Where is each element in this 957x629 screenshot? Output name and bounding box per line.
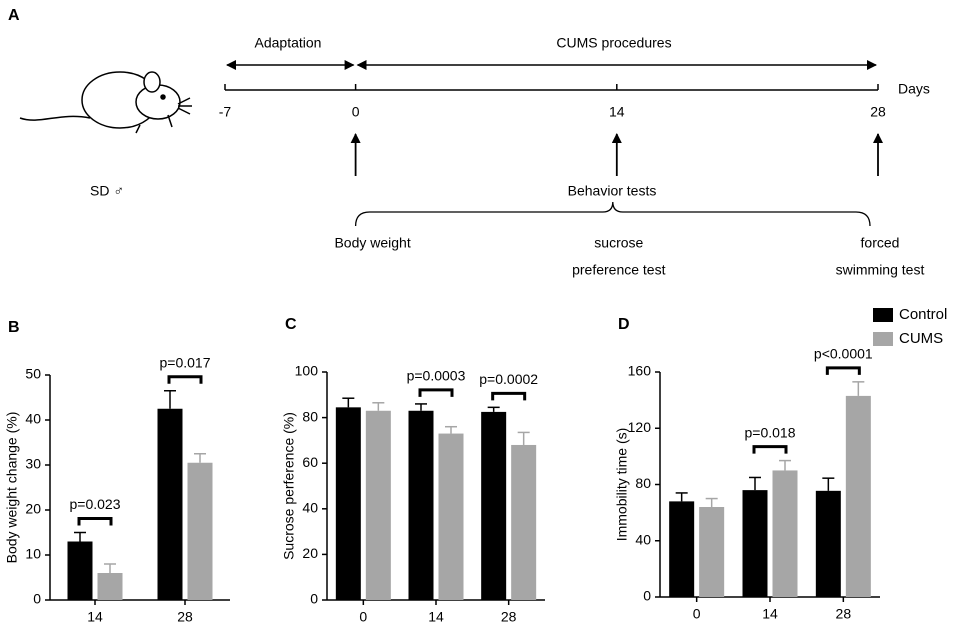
bar bbox=[742, 490, 768, 597]
y-axis-label: Sucrose perference (%) bbox=[281, 412, 297, 560]
bar bbox=[699, 507, 725, 597]
bar bbox=[365, 410, 391, 600]
y-tick-label: 80 bbox=[302, 408, 318, 424]
y-tick-label: 40 bbox=[302, 500, 318, 516]
bar bbox=[187, 462, 213, 600]
y-tick-label: 0 bbox=[643, 588, 651, 604]
bar bbox=[335, 407, 361, 600]
significance-label: p=0.017 bbox=[160, 354, 211, 370]
bar bbox=[97, 573, 123, 600]
test-label: sucrose bbox=[594, 235, 643, 251]
animal-label: SD ♂ bbox=[90, 183, 124, 199]
bar bbox=[772, 470, 798, 597]
y-tick-label: 40 bbox=[635, 531, 651, 547]
mouse-icon bbox=[19, 71, 192, 134]
legend-swatch bbox=[873, 332, 893, 346]
panel-label: D bbox=[618, 316, 630, 333]
y-tick-label: 0 bbox=[310, 591, 318, 607]
x-tick-label: 14 bbox=[762, 606, 778, 622]
panel-label: B bbox=[8, 319, 20, 336]
significance-bracket bbox=[491, 391, 527, 401]
significance-bracket bbox=[825, 366, 861, 375]
x-tick-label: 14 bbox=[87, 609, 103, 625]
bar bbox=[845, 395, 871, 597]
y-tick-label: 10 bbox=[25, 546, 41, 562]
y-tick-label: 160 bbox=[628, 363, 652, 379]
significance-label: p=0.023 bbox=[70, 496, 121, 512]
legend-label: CUMS bbox=[899, 330, 943, 347]
y-tick-label: 20 bbox=[25, 501, 41, 517]
day-label: -7 bbox=[219, 104, 232, 120]
phase-label: Adaptation bbox=[255, 35, 322, 51]
test-label: forced bbox=[861, 235, 900, 251]
bar bbox=[669, 501, 695, 597]
panel-label: C bbox=[285, 316, 297, 333]
significance-bracket bbox=[167, 375, 203, 384]
significance-bracket bbox=[752, 445, 788, 454]
y-tick-label: 30 bbox=[25, 456, 41, 472]
significance-label: p<0.0001 bbox=[814, 346, 873, 362]
bar bbox=[408, 410, 434, 600]
x-tick-label: 0 bbox=[359, 609, 367, 625]
y-tick-label: 60 bbox=[302, 454, 318, 470]
significance-bracket bbox=[77, 517, 113, 526]
bar bbox=[481, 411, 507, 600]
y-tick-label: 120 bbox=[628, 419, 652, 435]
test-label: Body weight bbox=[334, 235, 410, 251]
panel-label: A bbox=[8, 7, 20, 24]
y-axis-label: Immobility time (s) bbox=[614, 428, 630, 542]
test-label: preference test bbox=[572, 262, 665, 278]
y-tick-label: 100 bbox=[295, 363, 319, 379]
legend-label: Control bbox=[899, 306, 947, 323]
day-label: 14 bbox=[609, 104, 625, 120]
x-tick-label: 14 bbox=[428, 609, 444, 625]
significance-label: p=0.0003 bbox=[407, 368, 466, 384]
x-tick-label: 28 bbox=[177, 609, 193, 625]
y-tick-label: 20 bbox=[302, 545, 318, 561]
bar bbox=[157, 408, 183, 600]
x-tick-label: 0 bbox=[693, 606, 701, 622]
significance-label: p=0.018 bbox=[745, 424, 796, 440]
y-axis-label: Body weight change (%) bbox=[4, 412, 20, 564]
bar bbox=[511, 444, 537, 600]
y-tick-label: 40 bbox=[25, 411, 41, 427]
day-label: 28 bbox=[870, 104, 886, 120]
phase-label: CUMS procedures bbox=[556, 35, 671, 51]
significance-bracket bbox=[418, 388, 454, 397]
tests-title: Behavior tests bbox=[568, 183, 657, 199]
bar bbox=[438, 433, 464, 600]
y-tick-label: 50 bbox=[25, 366, 41, 382]
legend-swatch bbox=[873, 308, 893, 322]
test-label: swimming test bbox=[836, 262, 925, 278]
y-tick-label: 0 bbox=[33, 591, 41, 607]
axis-label: Days bbox=[898, 81, 930, 97]
bar bbox=[815, 490, 841, 597]
y-tick-label: 80 bbox=[635, 475, 651, 491]
day-label: 0 bbox=[352, 104, 360, 120]
significance-label: p=0.0002 bbox=[479, 371, 538, 387]
x-tick-label: 28 bbox=[836, 606, 852, 622]
x-tick-label: 28 bbox=[501, 609, 517, 625]
brace bbox=[354, 201, 871, 227]
bar bbox=[67, 541, 93, 600]
